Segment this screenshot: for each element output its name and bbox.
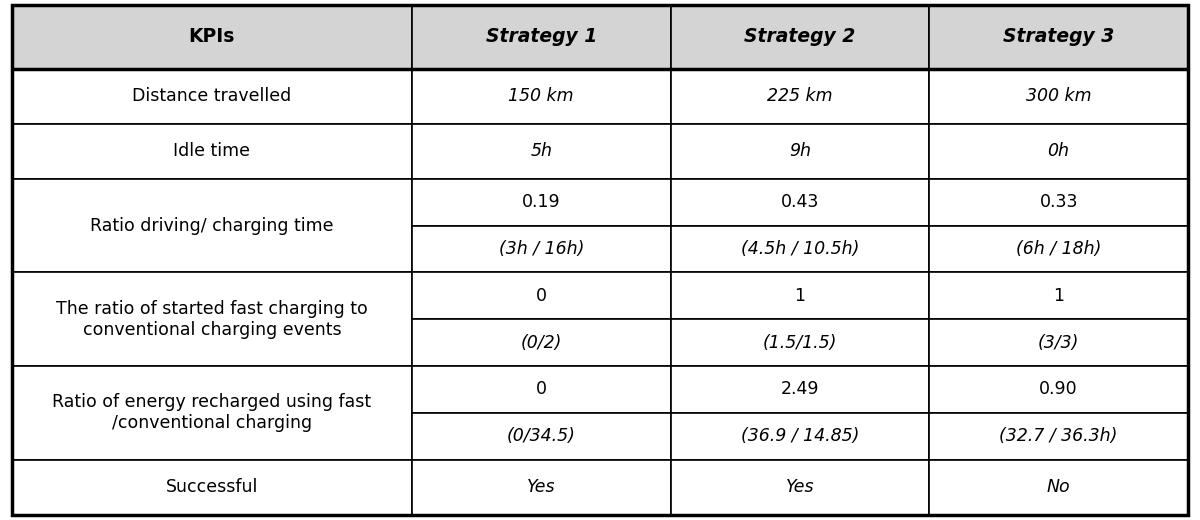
Text: Yes: Yes (786, 478, 814, 496)
Bar (412, 179, 671, 226)
Text: Strategy 3: Strategy 3 (1003, 28, 1115, 46)
Text: 0.43: 0.43 (781, 193, 820, 211)
Bar (412, 69, 671, 124)
Text: (36.9 / 14.85): (36.9 / 14.85) (740, 427, 859, 445)
Text: 1: 1 (1054, 287, 1064, 305)
Bar (929, 5, 1188, 69)
Bar (12, 69, 412, 124)
Bar (412, 272, 671, 319)
Bar (412, 460, 671, 515)
Text: (0/34.5): (0/34.5) (506, 427, 576, 445)
Text: (3/3): (3/3) (1038, 334, 1079, 352)
Text: (32.7 / 36.3h): (32.7 / 36.3h) (1000, 427, 1118, 445)
Bar (671, 226, 929, 272)
Bar (929, 69, 1188, 124)
Text: The ratio of started fast charging to
conventional charging events: The ratio of started fast charging to co… (56, 300, 367, 339)
Text: (1.5/1.5): (1.5/1.5) (763, 334, 838, 352)
Bar (929, 124, 1188, 179)
Text: 9h: 9h (788, 142, 811, 160)
Bar (412, 5, 671, 69)
Text: 5h: 5h (530, 142, 552, 160)
Bar (412, 366, 671, 413)
Bar (929, 413, 1188, 460)
Text: 0.33: 0.33 (1039, 193, 1078, 211)
Text: 0.19: 0.19 (522, 193, 560, 211)
Text: 300 km: 300 km (1026, 87, 1091, 105)
Bar (412, 413, 671, 460)
Bar (929, 460, 1188, 515)
Text: Ratio driving/ charging time: Ratio driving/ charging time (90, 216, 334, 235)
Bar (671, 124, 929, 179)
Bar (12, 124, 412, 179)
Bar (929, 366, 1188, 413)
Text: 0: 0 (535, 381, 547, 398)
Text: Strategy 1: Strategy 1 (486, 28, 596, 46)
Bar (671, 460, 929, 515)
Bar (929, 319, 1188, 366)
Text: 150 km: 150 km (509, 87, 574, 105)
Bar (671, 179, 929, 226)
Text: No: No (1046, 478, 1070, 496)
Bar (12, 5, 412, 69)
Bar (12, 366, 412, 460)
Bar (671, 366, 929, 413)
Bar (12, 272, 412, 366)
Text: (4.5h / 10.5h): (4.5h / 10.5h) (740, 240, 859, 258)
Text: 0h: 0h (1048, 142, 1069, 160)
Text: 0: 0 (535, 287, 547, 305)
Text: (3h / 16h): (3h / 16h) (498, 240, 584, 258)
Text: 2.49: 2.49 (781, 381, 820, 398)
Bar (412, 124, 671, 179)
Text: 0.90: 0.90 (1039, 381, 1078, 398)
Bar (671, 272, 929, 319)
Bar (671, 413, 929, 460)
Text: Ratio of energy recharged using fast
/conventional charging: Ratio of energy recharged using fast /co… (53, 394, 372, 432)
Text: 1: 1 (794, 287, 805, 305)
Bar (412, 226, 671, 272)
Text: (0/2): (0/2) (521, 334, 562, 352)
Text: Yes: Yes (527, 478, 556, 496)
Text: Idle time: Idle time (174, 142, 251, 160)
Text: (6h / 18h): (6h / 18h) (1016, 240, 1102, 258)
Text: Distance travelled: Distance travelled (132, 87, 292, 105)
Bar (412, 319, 671, 366)
Bar (929, 226, 1188, 272)
Bar (671, 319, 929, 366)
Text: KPIs: KPIs (188, 28, 235, 46)
Text: 225 km: 225 km (767, 87, 833, 105)
Bar (929, 272, 1188, 319)
Bar (671, 5, 929, 69)
Bar (12, 179, 412, 272)
Text: Strategy 2: Strategy 2 (744, 28, 856, 46)
Bar (12, 460, 412, 515)
Text: Successful: Successful (166, 478, 258, 496)
Bar (671, 69, 929, 124)
Bar (929, 179, 1188, 226)
